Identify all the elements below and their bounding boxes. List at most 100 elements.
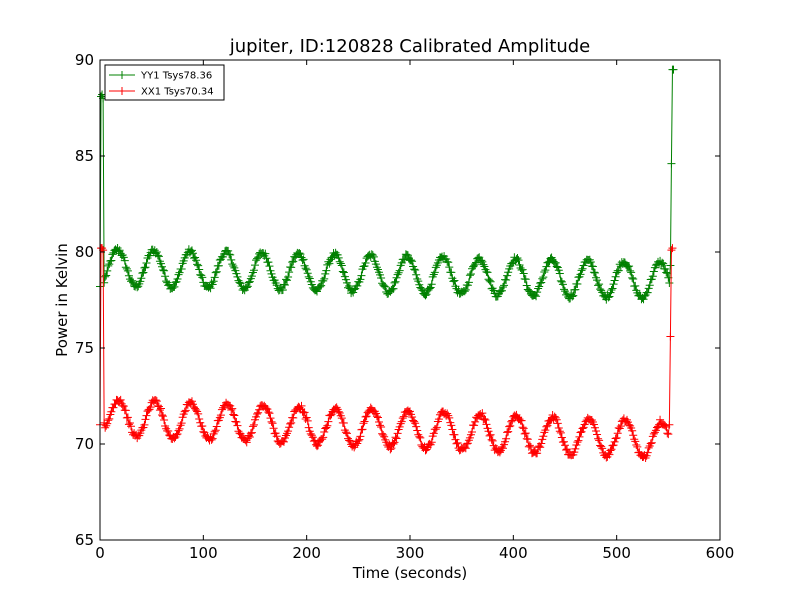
data-point	[232, 269, 241, 278]
data-point	[319, 276, 328, 285]
data-point	[280, 280, 289, 289]
data-point	[98, 244, 107, 253]
data-point	[140, 263, 149, 272]
data-point	[472, 258, 481, 267]
data-point	[150, 246, 159, 255]
data-point	[499, 444, 507, 453]
data-point	[342, 429, 351, 438]
data-point	[659, 259, 668, 268]
data-point	[520, 429, 529, 438]
data-point	[381, 282, 390, 291]
data-point	[267, 269, 276, 278]
data-point	[178, 413, 187, 422]
data-point	[539, 432, 548, 441]
data-point	[108, 250, 117, 259]
data-point	[513, 254, 522, 263]
data-point	[225, 250, 234, 259]
data-point	[395, 422, 404, 431]
data-point	[170, 434, 179, 443]
data-point	[614, 423, 623, 432]
data-point	[287, 263, 296, 272]
data-point	[379, 280, 388, 289]
data-point	[174, 270, 183, 279]
data-point	[192, 405, 201, 414]
data-point	[412, 422, 421, 431]
data-point	[389, 284, 398, 293]
data-point	[264, 408, 273, 417]
data-point	[537, 278, 546, 287]
data-point	[336, 259, 345, 268]
data-point	[561, 287, 569, 296]
data-point	[124, 271, 133, 280]
data-point	[320, 274, 329, 283]
data-point	[177, 419, 186, 428]
data-point	[208, 280, 217, 289]
data-point	[288, 258, 297, 267]
data-point	[261, 249, 270, 258]
data-point	[573, 280, 582, 289]
data-point	[306, 429, 315, 438]
data-point	[278, 285, 287, 294]
data-point	[246, 429, 255, 438]
data-point	[209, 277, 218, 286]
data-point	[502, 276, 511, 285]
data-point	[632, 440, 641, 449]
data-point	[243, 282, 252, 291]
data-point	[523, 285, 532, 294]
data-point	[249, 266, 258, 275]
data-point	[303, 269, 312, 278]
data-point	[555, 269, 564, 278]
data-point	[605, 450, 614, 459]
data-point	[669, 65, 678, 74]
data-point	[431, 425, 440, 434]
data-point	[608, 441, 617, 450]
data-point	[320, 428, 329, 437]
data-point	[552, 415, 561, 424]
data-point	[422, 290, 431, 299]
data-point	[125, 419, 134, 428]
data-point	[396, 419, 405, 428]
data-point	[553, 419, 562, 428]
data-point	[628, 273, 637, 282]
data-point	[429, 429, 438, 438]
data-point	[334, 407, 343, 416]
data-point	[631, 437, 640, 446]
data-point	[668, 244, 677, 253]
data-point	[450, 276, 459, 285]
series-layer	[96, 65, 678, 463]
data-point	[559, 437, 568, 446]
data-point	[338, 267, 347, 276]
data-point	[415, 432, 424, 441]
x-tick-label: 100	[189, 544, 218, 562]
data-point	[140, 420, 149, 429]
data-point	[390, 438, 399, 447]
data-point	[319, 433, 328, 442]
data-point	[304, 423, 313, 432]
data-point	[232, 417, 241, 426]
x-tick-label: 200	[292, 544, 321, 562]
data-point	[322, 266, 331, 275]
data-point	[324, 417, 333, 426]
y-tick-label: 90	[75, 51, 94, 69]
data-point	[596, 285, 605, 294]
data-point	[286, 419, 295, 428]
data-point	[667, 159, 676, 168]
data-point	[321, 269, 330, 278]
data-point	[663, 429, 672, 438]
data-point	[196, 418, 205, 427]
data-point	[425, 284, 434, 293]
data-point	[450, 430, 459, 439]
data-point	[192, 256, 201, 265]
data-point	[461, 285, 470, 294]
data-point	[227, 406, 236, 415]
ticks-layer: 0 100 200 300 400 500 600 65 70 75 80 85 90	[75, 51, 734, 562]
data-point	[656, 415, 665, 424]
data-point	[138, 269, 147, 278]
data-point	[235, 278, 244, 287]
data-point	[341, 275, 350, 284]
data-point	[531, 447, 540, 456]
data-point	[611, 434, 620, 443]
data-point	[413, 426, 422, 435]
data-point	[662, 268, 671, 277]
data-point	[570, 448, 579, 457]
